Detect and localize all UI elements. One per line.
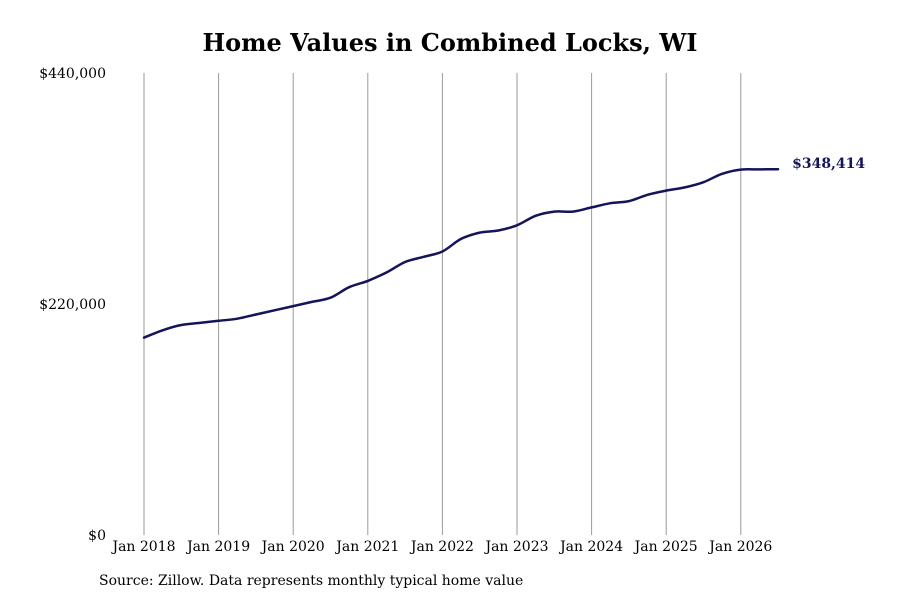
series-lines — [142, 167, 780, 339]
x-tick-label: Jan 2026 — [707, 539, 772, 555]
gridlines — [143, 73, 742, 535]
x-tick-label: Jan 2022 — [409, 539, 474, 555]
x-axis-ticks: Jan 2018 Jan 2019 Jan 2020 Jan 2021 Jan 2022… — [110, 539, 772, 555]
y-tick-label: $220,000 — [39, 297, 106, 313]
y-tick-label: $0 — [88, 528, 106, 544]
x-tick-label: Jan 2025 — [633, 539, 698, 555]
y-axis-ticks: $0 $220,000 $440,000 — [39, 66, 106, 544]
series-line — [142, 167, 780, 339]
y-tick-label: $440,000 — [39, 66, 106, 82]
x-tick-label: Jan 2019 — [185, 539, 250, 555]
x-tick-label: Jan 2018 — [110, 539, 175, 555]
x-tick-label: Jan 2020 — [260, 539, 325, 555]
x-tick-label: Jan 2023 — [483, 539, 548, 555]
last-value-label: $348,414 — [792, 156, 865, 172]
source-note: Source: Zillow. Data represents monthly … — [99, 573, 524, 589]
x-tick-label: Jan 2021 — [334, 539, 399, 555]
x-tick-label: Jan 2024 — [558, 539, 623, 555]
chart-title: Home Values in Combined Locks, WI — [202, 28, 698, 57]
